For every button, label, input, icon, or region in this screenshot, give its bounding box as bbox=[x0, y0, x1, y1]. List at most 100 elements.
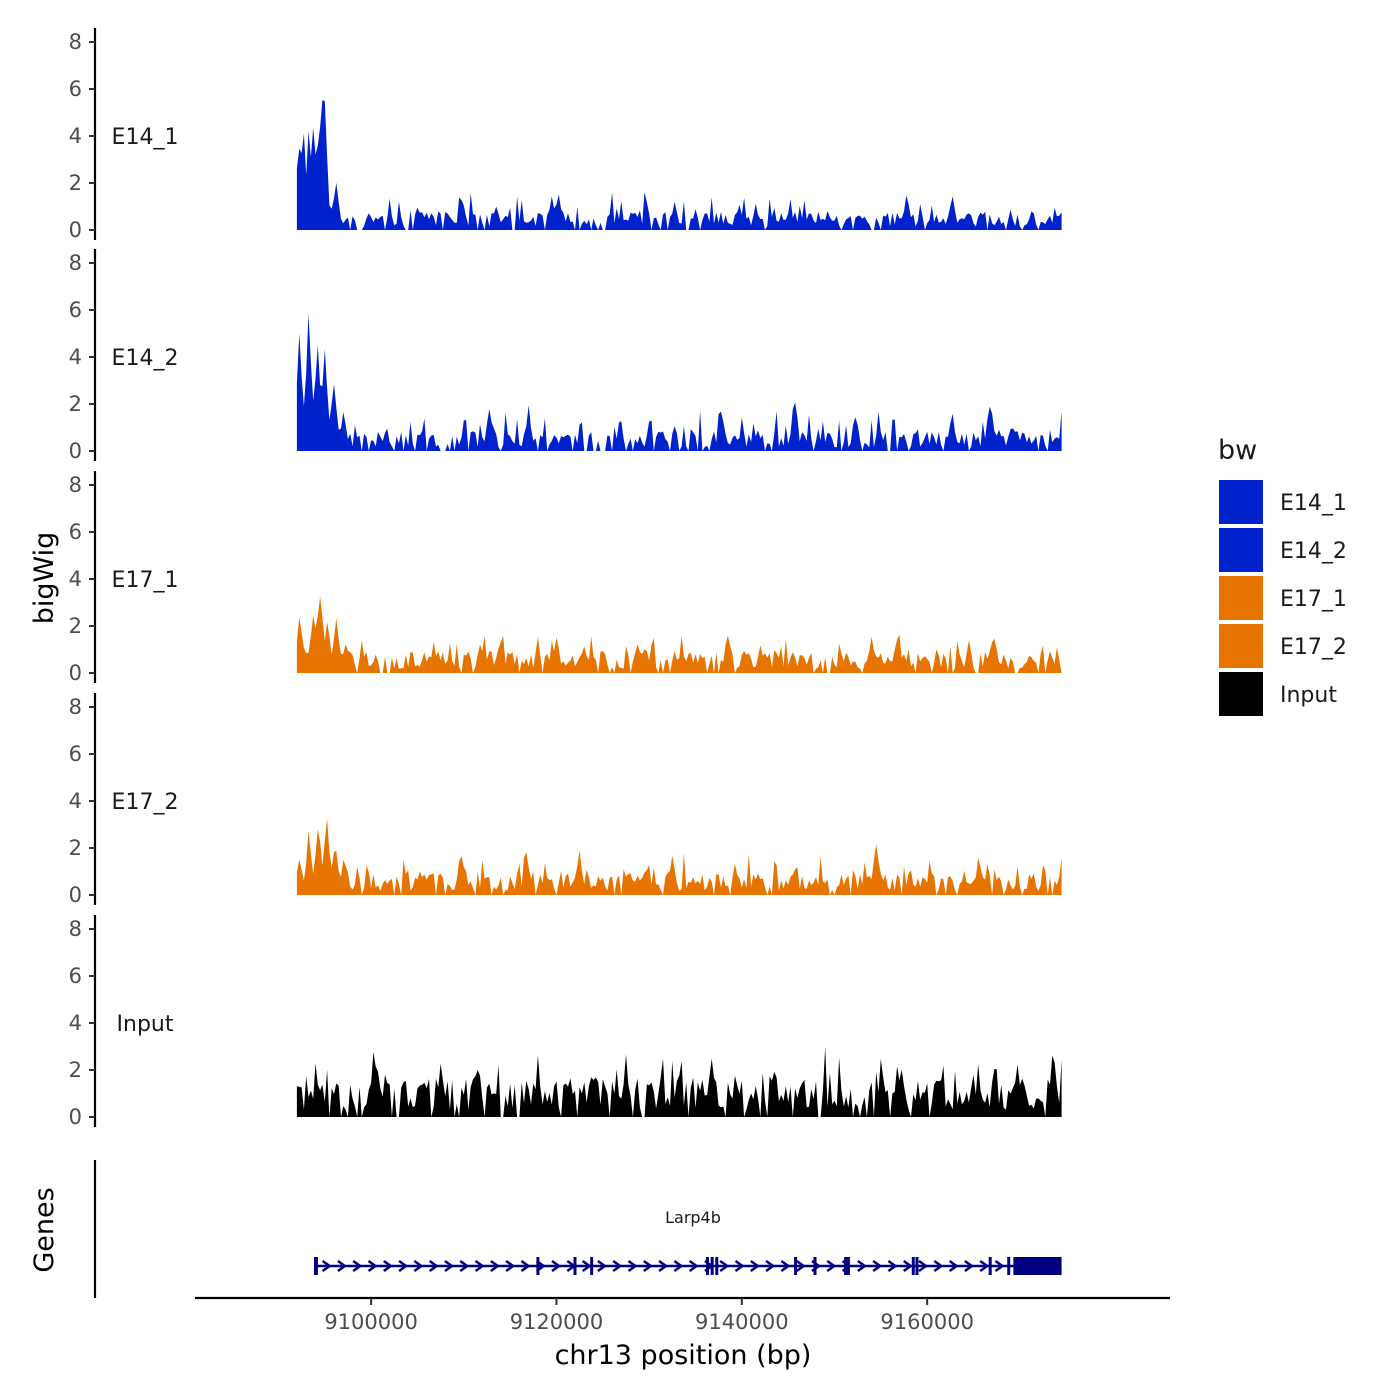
strand-arrow bbox=[490, 1259, 500, 1273]
gene-exon bbox=[710, 1257, 714, 1275]
legend-swatch bbox=[1219, 576, 1263, 620]
gene-panel: Larp4b bbox=[93, 1160, 1062, 1298]
y-tick-label: 0 bbox=[69, 883, 82, 907]
y-tick-label: 0 bbox=[69, 218, 82, 242]
gene-exon bbox=[590, 1257, 594, 1275]
x-tick-label: 9160000 bbox=[880, 1310, 974, 1334]
strand-arrow bbox=[505, 1259, 516, 1273]
gene-exon bbox=[1007, 1257, 1011, 1275]
y-tick-label: 2 bbox=[69, 614, 82, 638]
strand-arrow bbox=[780, 1259, 791, 1273]
strand-arrow bbox=[352, 1259, 363, 1273]
strand-arrow bbox=[474, 1259, 485, 1273]
track-label: E17_1 bbox=[112, 568, 179, 593]
strand-arrow bbox=[795, 1259, 806, 1273]
gene-exon bbox=[536, 1257, 540, 1275]
y-tick-label: 4 bbox=[69, 124, 82, 148]
track-label: E14_1 bbox=[112, 125, 179, 150]
gene-exon bbox=[706, 1257, 710, 1275]
legend-title: bw bbox=[1218, 435, 1257, 466]
gene-utr bbox=[1013, 1257, 1062, 1275]
y-tick-label: 4 bbox=[69, 789, 82, 813]
y-tick-label: 6 bbox=[69, 964, 82, 988]
y-tick-label: 2 bbox=[69, 836, 82, 860]
gene-exon bbox=[813, 1257, 817, 1275]
track-e14-2: 0 2 4 6 8 E14_2 bbox=[69, 249, 1062, 463]
y-tick-label: 8 bbox=[69, 917, 82, 941]
strand-arrow bbox=[444, 1259, 455, 1273]
track-label: E14_2 bbox=[112, 346, 179, 371]
legend-entry-label: E14_1 bbox=[1280, 491, 1347, 516]
strand-arrow bbox=[367, 1259, 378, 1273]
strand-arrow bbox=[383, 1259, 393, 1273]
y-tick-label: 8 bbox=[69, 30, 82, 54]
legend-swatch bbox=[1219, 624, 1263, 668]
y-tick-label: 2 bbox=[69, 392, 82, 416]
track-e17-2: 0 2 4 6 8 E17_2 bbox=[69, 693, 1062, 907]
gene-exon bbox=[846, 1257, 850, 1275]
strand-arrow bbox=[933, 1259, 944, 1273]
strand-arrow bbox=[612, 1259, 623, 1273]
y-tick-label: 0 bbox=[69, 1105, 82, 1129]
y-tick-label: 4 bbox=[69, 345, 82, 369]
gene-exon bbox=[911, 1257, 915, 1275]
strand-arrow bbox=[321, 1259, 332, 1273]
track-input: 0 2 4 6 8 Input bbox=[69, 915, 1062, 1129]
legend-swatch bbox=[1219, 672, 1263, 716]
y-tick-label: 0 bbox=[69, 661, 82, 685]
strand-arrow bbox=[551, 1259, 562, 1273]
track-label: Input bbox=[117, 1012, 174, 1037]
track-e17-1: 0 2 4 6 8 E17_1 bbox=[69, 471, 1062, 685]
legend-swatch bbox=[1219, 480, 1263, 524]
y-tick-label: 6 bbox=[69, 520, 82, 544]
strand-arrow bbox=[520, 1259, 531, 1273]
strand-arrow bbox=[627, 1259, 638, 1273]
legend-entry-label: E17_1 bbox=[1280, 587, 1347, 612]
area-series-e14-2 bbox=[296, 313, 1062, 451]
strand-arrow bbox=[428, 1259, 439, 1273]
x-tick-label: 9120000 bbox=[510, 1310, 604, 1334]
y-tick-label: 0 bbox=[69, 439, 82, 463]
track-label: E17_2 bbox=[112, 790, 179, 815]
strand-arrow bbox=[872, 1259, 883, 1273]
x-axis-title: chr13 position (bp) bbox=[555, 1340, 812, 1371]
x-tick-label: 9140000 bbox=[695, 1310, 789, 1334]
track-e14-1: 0 2 4 6 8 E14_1 bbox=[69, 28, 1062, 242]
y-axis-title: bigWig bbox=[29, 532, 60, 625]
strand-arrow bbox=[734, 1259, 745, 1273]
gene-exon bbox=[988, 1257, 992, 1275]
gene-larp4b: Larp4b bbox=[313, 1208, 1062, 1275]
strand-arrow bbox=[719, 1259, 730, 1273]
tracks: 0 2 4 6 8 E14_1 0 2 4 6 8 E14_2 0 2 4 6 8 E17_1 0 2 4 6 8 E17_2… bbox=[69, 28, 1062, 1129]
strand-arrow bbox=[902, 1259, 913, 1273]
strand-arrow bbox=[597, 1259, 608, 1273]
strand-arrow bbox=[964, 1259, 975, 1273]
gene-exon bbox=[844, 1257, 848, 1275]
strand-arrow bbox=[459, 1259, 470, 1273]
strand-arrow bbox=[948, 1259, 959, 1273]
legend-entry-label: E17_2 bbox=[1280, 635, 1347, 660]
strand-arrow bbox=[398, 1259, 409, 1273]
area-series-e17-2 bbox=[296, 818, 1062, 895]
area-series-e17-1 bbox=[296, 596, 1062, 673]
y-tick-label: 8 bbox=[69, 473, 82, 497]
y-tick-label: 8 bbox=[69, 695, 82, 719]
y-tick-label: 4 bbox=[69, 567, 82, 591]
strand-arrow bbox=[826, 1259, 837, 1273]
legend: bw E14_1 E14_2 E17_1 E17_2 Input bbox=[1218, 435, 1347, 716]
strand-arrow bbox=[581, 1259, 592, 1273]
strand-arrow bbox=[337, 1259, 348, 1273]
strand-arrow bbox=[887, 1259, 898, 1273]
gene-exon bbox=[915, 1257, 919, 1275]
y-tick-label: 2 bbox=[69, 1058, 82, 1082]
strand-arrow bbox=[765, 1259, 776, 1273]
gene-exon bbox=[573, 1257, 577, 1275]
gene-label: Larp4b bbox=[665, 1208, 721, 1227]
legend-entry-label: Input bbox=[1280, 683, 1337, 708]
strand-arrow bbox=[994, 1259, 1005, 1273]
strand-arrow bbox=[413, 1259, 424, 1273]
gene-exon bbox=[715, 1257, 719, 1275]
y-tick-label: 6 bbox=[69, 298, 82, 322]
